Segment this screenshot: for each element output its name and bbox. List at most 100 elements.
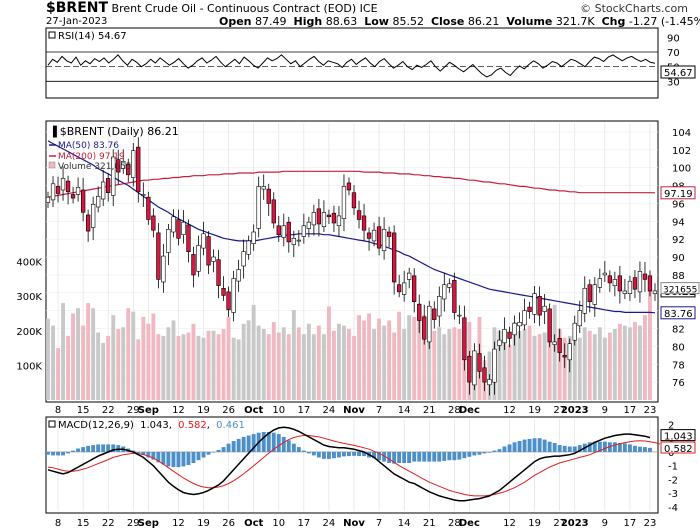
volume-bar <box>497 330 502 401</box>
macd-hist-bar <box>196 452 201 461</box>
macd-hist-bar <box>206 452 211 455</box>
volume-bar <box>587 330 592 401</box>
price-x-label: Dec <box>459 405 480 416</box>
header-date: 27-Jan-2023 <box>46 16 108 27</box>
volume-bar <box>156 334 161 400</box>
volume-bar <box>442 334 447 400</box>
macd-hist-bar <box>562 445 567 452</box>
volume-bar <box>342 325 346 400</box>
volume-bar <box>111 315 116 400</box>
volume-bar <box>522 329 527 400</box>
price-x-label: 17 <box>297 405 310 416</box>
candle <box>642 273 648 280</box>
macd-hist-bar <box>221 447 226 452</box>
volume-last-value: 321655 <box>663 286 697 296</box>
candle <box>592 284 597 305</box>
candle-legend-icon: ▐ <box>49 125 57 138</box>
macd-legend-text: MACD(12,26,9) 1.043, 0.582, 0.461 <box>58 420 245 431</box>
macd-hist-bar <box>372 452 376 459</box>
macd-hist-bar <box>327 452 331 459</box>
rsi-tick-70: 70 <box>667 48 680 59</box>
high-label: High <box>293 15 323 28</box>
macd-hist-bar <box>638 446 642 452</box>
candle <box>627 280 633 295</box>
macd-hist-bar <box>552 443 557 452</box>
candle <box>612 279 618 286</box>
rsi-frame <box>45 27 659 99</box>
candle <box>286 221 291 243</box>
macd-x-label: 19 <box>197 518 210 529</box>
candle <box>462 317 467 361</box>
volume-tick: 100K <box>16 361 42 372</box>
price-x-label: 9 <box>602 405 608 416</box>
macd-hist-bar <box>357 452 361 457</box>
volume-bar <box>86 303 91 400</box>
candle <box>211 256 216 262</box>
macd-hist-bar <box>266 432 271 452</box>
macd-x-label: 28 <box>448 518 461 529</box>
candle <box>637 270 643 293</box>
volume-bar <box>628 327 632 400</box>
candle <box>472 350 477 386</box>
volume-bar <box>602 337 607 400</box>
macd-hist-bar <box>512 442 517 452</box>
macd-hist-bar <box>56 452 60 456</box>
candle <box>75 187 81 195</box>
candle <box>567 343 572 361</box>
candle <box>221 287 226 296</box>
candle <box>467 355 472 383</box>
volume-bar <box>552 304 557 400</box>
volume-bar <box>221 329 226 400</box>
candle <box>86 214 91 232</box>
macd-hist-bar <box>306 452 311 454</box>
rsi-panel: 90705030 RSI(14) 54.67 54.67 <box>45 27 696 99</box>
candle <box>281 225 286 238</box>
candle <box>582 287 587 314</box>
price-x-label: 29 <box>127 405 140 416</box>
candle <box>241 251 246 267</box>
close-label: Close <box>430 15 465 28</box>
price-x-label: Sep <box>138 405 159 416</box>
candle <box>497 339 502 346</box>
candle <box>457 314 462 317</box>
chart-header: $BRENT Brent Crude Oil - Continuous Cont… <box>46 0 378 16</box>
candle <box>391 232 397 283</box>
volume-bar <box>547 320 552 400</box>
volume-bar <box>171 320 176 400</box>
volume-bar <box>191 323 196 400</box>
price-x-label: 28 <box>448 405 461 416</box>
macd-hist-bar <box>587 442 592 452</box>
macd-hist-bar <box>71 450 75 452</box>
macd-hist-bar <box>342 452 346 457</box>
volume-tick: 200K <box>16 327 42 338</box>
volume-bar <box>96 332 101 400</box>
volume-bar <box>422 315 427 400</box>
candle <box>296 239 302 242</box>
volume-bar <box>196 335 201 400</box>
volume-bar <box>231 337 236 400</box>
macd-hist-bar <box>457 452 462 460</box>
candle <box>602 272 608 276</box>
price-x-label: 15 <box>77 405 90 416</box>
candle <box>45 196 51 203</box>
candle <box>587 284 592 303</box>
macd-hist-bar <box>281 436 286 452</box>
candle <box>447 283 452 288</box>
macd-tick--3: -3 <box>668 489 678 500</box>
volume-bar <box>61 303 65 400</box>
volume-bar <box>206 330 211 401</box>
volume-bar <box>638 325 642 400</box>
macd-hist-bar <box>633 445 637 452</box>
price-x-label: Nov <box>343 405 365 416</box>
volume-bar <box>266 334 271 400</box>
price-tick-94: 94 <box>672 217 685 228</box>
candle <box>562 354 567 358</box>
price-x-label: 21 <box>423 405 436 416</box>
candle <box>371 229 377 242</box>
macd-hist-bar <box>261 432 266 452</box>
macd-x-label: 8 <box>55 518 61 529</box>
volume-bar <box>271 322 276 400</box>
macd-hist-bar <box>532 438 537 452</box>
volume-bar <box>612 329 617 400</box>
